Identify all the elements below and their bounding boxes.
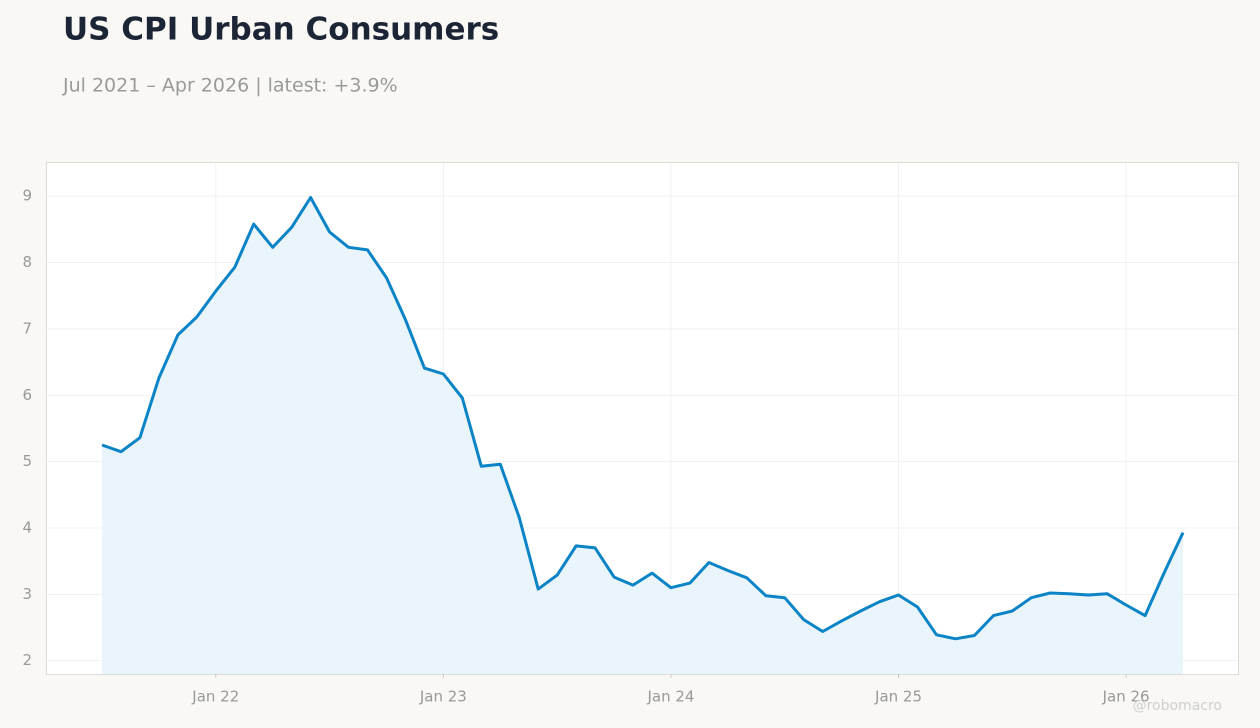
- y-tick-label: 4: [22, 519, 32, 537]
- y-tick-label: 8: [22, 253, 32, 271]
- y-tick-label: 9: [22, 187, 32, 205]
- y-tick-label: 5: [22, 452, 32, 470]
- watermark: @robomacro: [1133, 698, 1222, 714]
- x-tick-label: Jan 26: [1102, 688, 1150, 706]
- x-tick-label: Jan 24: [646, 688, 694, 706]
- y-tick-label: 2: [22, 651, 32, 669]
- x-tick-label: Jan 23: [419, 688, 467, 706]
- area-fill: [102, 197, 1183, 674]
- chart-subtitle: Jul 2021 – Apr 2026 | latest: +3.9%: [62, 75, 398, 97]
- x-tick-label: Jan 22: [191, 688, 239, 706]
- y-tick-label: 6: [22, 386, 32, 404]
- data-line: [101, 196, 1185, 641]
- y-tick-label: 3: [22, 585, 32, 603]
- y-tick-label: 7: [22, 319, 32, 337]
- chart-title: US CPI Urban Consumers: [63, 12, 499, 48]
- x-tick-label: Jan 25: [874, 688, 922, 706]
